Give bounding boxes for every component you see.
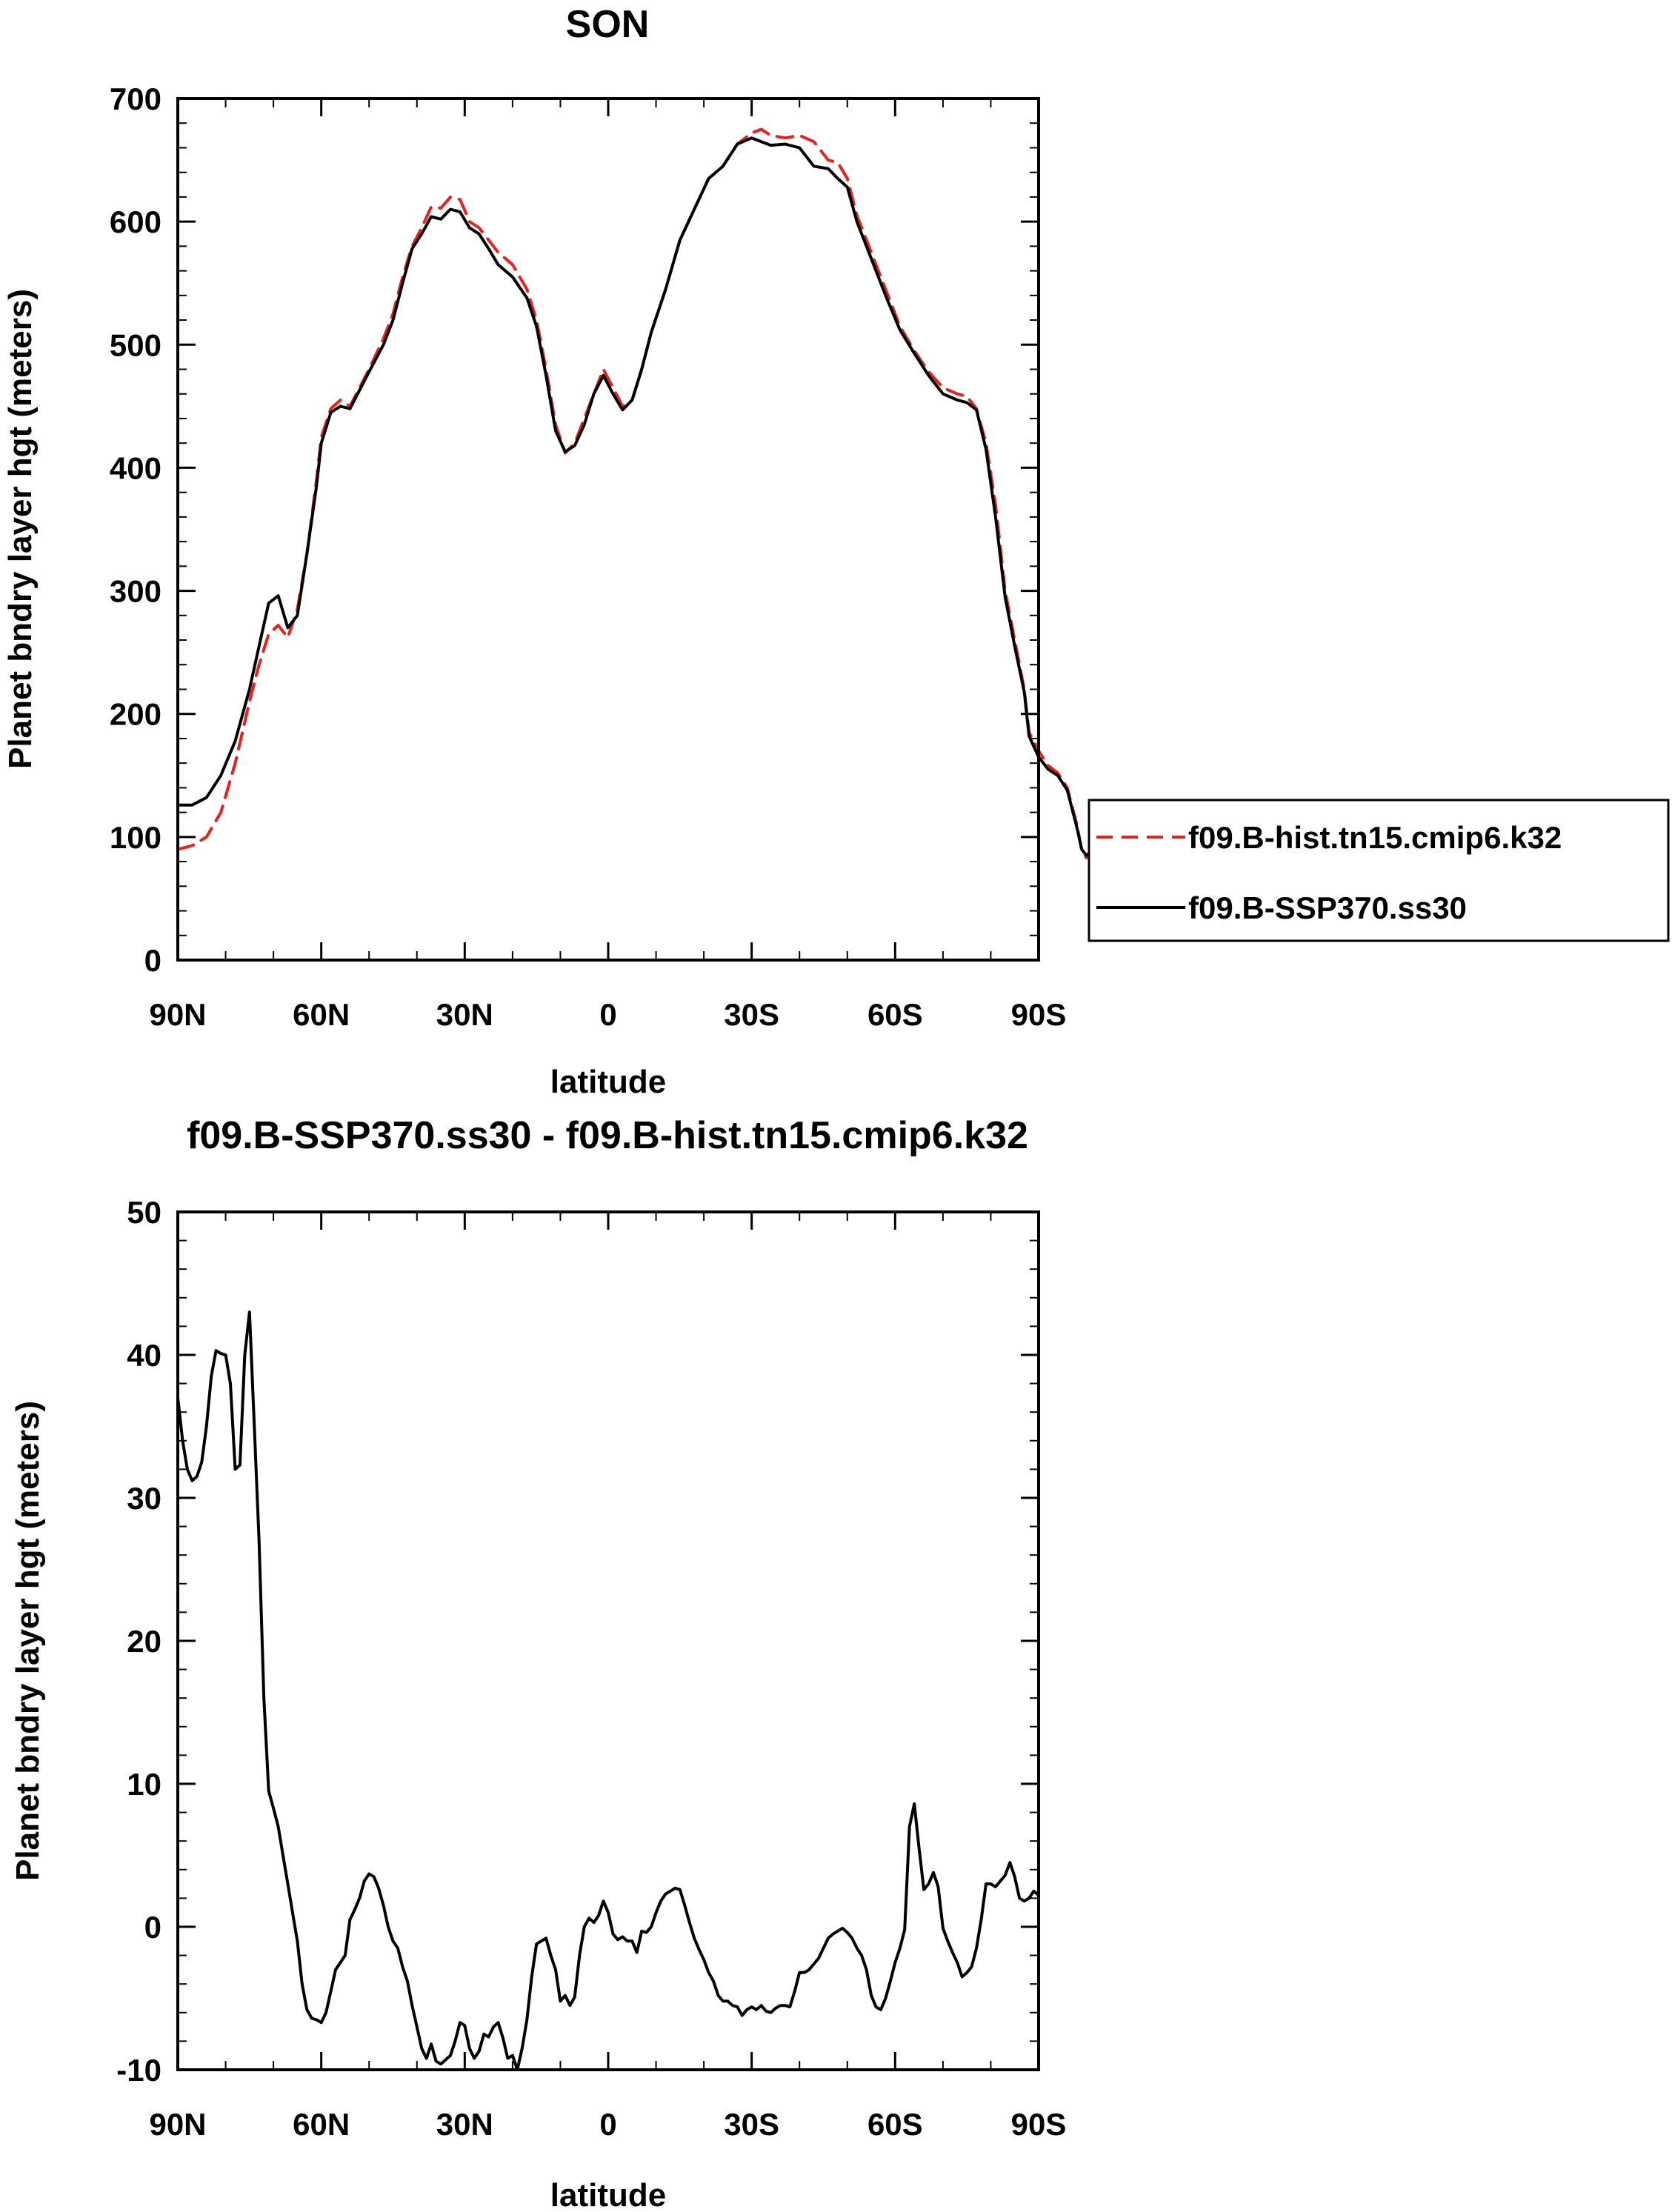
top-y-tick-label: 100 bbox=[110, 820, 161, 855]
top-y-tick-label: 600 bbox=[110, 204, 161, 239]
top-x-tick-label: 60S bbox=[867, 997, 923, 1032]
top-x-axis-label: latitude bbox=[550, 1064, 666, 1100]
bottom-y-tick-label: 0 bbox=[144, 1910, 161, 1945]
top-y-tick-label: 700 bbox=[110, 81, 161, 116]
bottom-chart-title: f09.B-SSP370.ss30 - f09.B-hist.tn15.cmip… bbox=[187, 1114, 1028, 1157]
top-plot-frame bbox=[176, 97, 1040, 962]
bottom-x-tick-label: 60N bbox=[293, 2107, 350, 2142]
bottom-y-tick-label: -10 bbox=[116, 2053, 161, 2088]
bottom-series-group bbox=[176, 1310, 1040, 2071]
top-x-tick-label: 90N bbox=[149, 997, 206, 1032]
bottom-tick-group bbox=[176, 1210, 1040, 2071]
bottom-y-axis-label: Planet bndry layer hgt (meters) bbox=[10, 1401, 46, 1881]
top-x-tick-label: 30S bbox=[724, 997, 779, 1032]
bottom-y-tick-label: 40 bbox=[127, 1338, 161, 1373]
top-x-tick-label: 90S bbox=[1011, 997, 1067, 1032]
panel-top: SON 90N 60N 30N 0 30S 60S 90S 0 100 200 300 400 500 6… bbox=[2, 3, 1160, 1100]
bottom-x-axis-label: latitude bbox=[550, 2177, 666, 2212]
legend-label-ssp: f09.B-SSP370.ss30 bbox=[1188, 890, 1467, 925]
bottom-x-tick-label: 30S bbox=[724, 2107, 779, 2142]
bottom-x-tick-label: 90N bbox=[149, 2107, 206, 2142]
top-x-tick-label: 0 bbox=[599, 997, 616, 1032]
top-y-tick-label: 500 bbox=[110, 327, 161, 362]
bottom-y-tick-label: 50 bbox=[127, 1195, 161, 1230]
bottom-y-tick-label: 10 bbox=[127, 1767, 161, 1802]
top-y-tick-label: 400 bbox=[110, 450, 161, 485]
top-y-tick-label: 300 bbox=[110, 574, 161, 609]
bottom-plot-frame bbox=[176, 1210, 1040, 2071]
top-tick-group bbox=[176, 97, 1040, 962]
top-x-tick-label: 30N bbox=[436, 997, 493, 1032]
top-series-line-0 bbox=[176, 127, 1160, 888]
bottom-y-tick-label: 30 bbox=[127, 1481, 161, 1516]
bottom-y-tick-label: 20 bbox=[127, 1624, 161, 1659]
legend: f09.B-hist.tn15.cmip6.k32 f09.B-SSP370.s… bbox=[1088, 799, 1670, 942]
bottom-series-line-0 bbox=[176, 1310, 1040, 2071]
top-chart-title: SON bbox=[566, 3, 650, 46]
top-y-tick-label: 0 bbox=[144, 943, 161, 978]
top-series-group bbox=[176, 127, 1160, 890]
bottom-x-tick-label: 0 bbox=[599, 2107, 616, 2142]
top-y-tick-label: 200 bbox=[110, 697, 161, 732]
bottom-x-tick-label: 60S bbox=[867, 2107, 923, 2142]
bottom-x-tick-label: 30N bbox=[436, 2107, 493, 2142]
bottom-tick-label-group: 90N 60N 30N 0 30S 60S 90S -10 0 10 20 30 40 50 bbox=[116, 1195, 1066, 2142]
top-tick-label-group: 90N 60N 30N 0 30S 60S 90S 0 100 200 300 400 500 600 70… bbox=[110, 81, 1066, 1032]
legend-label-hist: f09.B-hist.tn15.cmip6.k32 bbox=[1188, 820, 1562, 855]
bottom-x-tick-label: 90S bbox=[1011, 2107, 1067, 2142]
top-y-axis-label: Planet bndry layer hgt (meters) bbox=[2, 289, 39, 769]
top-x-tick-label: 60N bbox=[293, 997, 350, 1032]
legend-box bbox=[1088, 799, 1670, 942]
panel-bottom: f09.B-SSP370.ss30 - f09.B-hist.tn15.cmip… bbox=[10, 1114, 1066, 2212]
top-series-line-1 bbox=[176, 136, 1160, 890]
